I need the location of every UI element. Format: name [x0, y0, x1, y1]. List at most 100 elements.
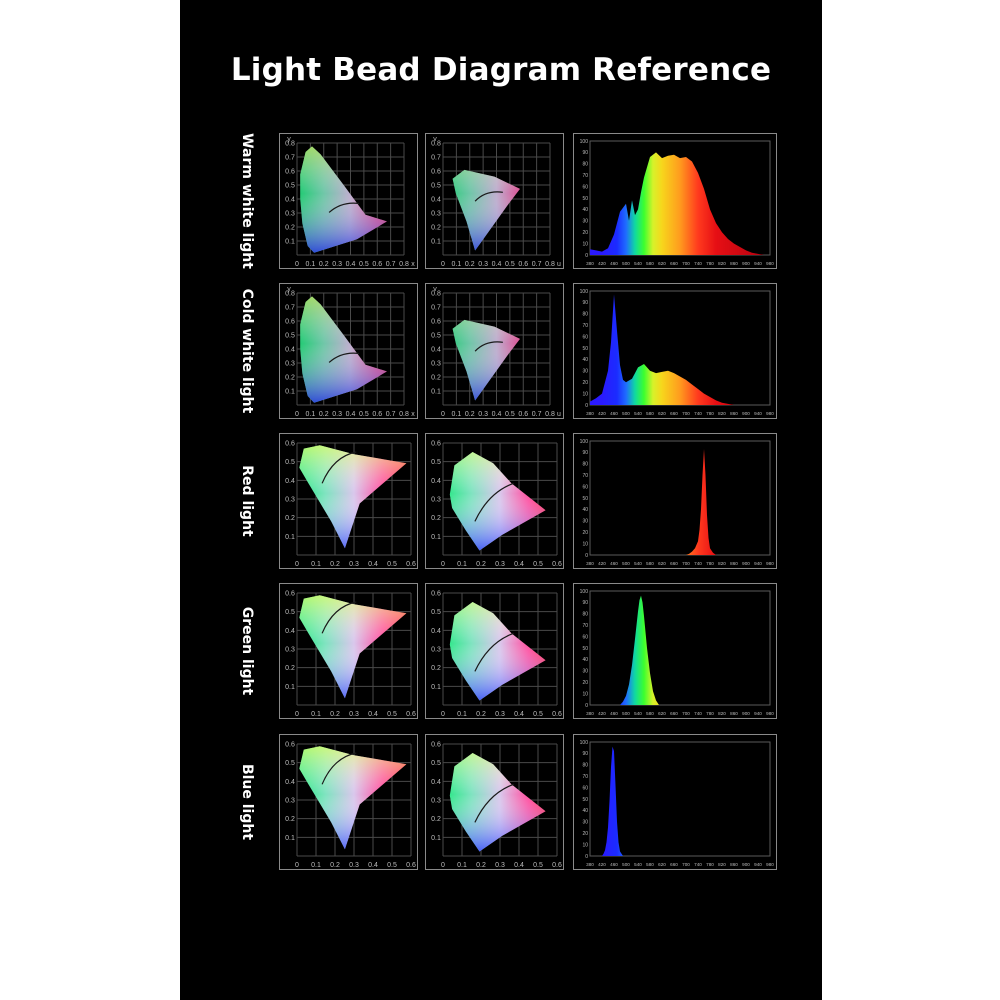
x-tick-label: 0.5 — [533, 561, 543, 568]
y-tick-label: 40 — [582, 207, 588, 213]
chromaticity-diagram-xy: 0 0.1 0.1 0.2 0.2 0.3 0.3 0.4 0.4 0.5 0.5 0.6 0.6 0.7… — [279, 133, 418, 269]
x-tick-label: 0.3 — [478, 261, 488, 268]
y-tick-label: 20 — [582, 680, 588, 686]
chromaticity-diagram-uv: 0 0.1 0.1 0.2 0.2 0.3 0.3 0.4 0.4 0.5 0.5 0.6 0.6 — [425, 583, 564, 719]
x-tick-label: 0 — [441, 261, 445, 268]
y-tick-label: 0.6 — [285, 441, 295, 448]
x-tick-label: 0.5 — [505, 411, 515, 418]
x-tick-label: 0 — [295, 411, 299, 418]
x-tick-label: 0.1 — [452, 411, 462, 418]
x-tick-label: 0.2 — [476, 561, 486, 568]
planckian-locus — [474, 341, 503, 352]
y-tick-label: 50 — [582, 646, 588, 652]
x-tick-label: 980 — [766, 711, 774, 716]
x-tick-label: 940 — [754, 261, 762, 266]
x-tick-label: 0 — [441, 561, 445, 568]
x-tick-label: 0.5 — [359, 261, 369, 268]
y-tick-label: 100 — [580, 139, 589, 145]
x-tick-label: 0.6 — [372, 411, 382, 418]
x-tick-label: 980 — [766, 561, 774, 566]
x-tick-label: 0.6 — [406, 711, 416, 718]
y-tick-label: 0 — [585, 703, 588, 709]
y-tick-label: 0 — [585, 553, 588, 559]
y-tick-label: 0.4 — [431, 347, 441, 354]
x-tick-label: 0.3 — [495, 711, 505, 718]
x-tick-label: 620 — [658, 261, 666, 266]
y-tick-label: 60 — [582, 184, 588, 190]
x-tick-label: 660 — [670, 862, 678, 867]
x-tick-label: 420 — [598, 411, 606, 416]
y-axis-name: y — [287, 136, 291, 143]
x-tick-label: 0.6 — [552, 711, 562, 718]
x-tick-label: 0.8 — [399, 411, 409, 418]
x-tick-label: 0 — [295, 261, 299, 268]
planckian-locus — [321, 752, 357, 785]
y-tick-label: 0.1 — [431, 534, 441, 541]
x-tick-label: 580 — [646, 711, 654, 716]
y-tick-label: 30 — [582, 669, 588, 675]
y-tick-label: 0.1 — [431, 389, 441, 396]
y-tick-label: 10 — [582, 541, 588, 547]
chromaticity-diagram-xy: 0 0.1 0.1 0.2 0.2 0.3 0.3 0.4 0.4 0.5 0.5 0.6 0.6 — [279, 583, 418, 719]
x-tick-label: 580 — [646, 411, 654, 416]
y-tick-label: 70 — [582, 173, 588, 179]
x-tick-label: 0.2 — [465, 261, 475, 268]
x-tick-label: 820 — [718, 261, 726, 266]
x-tick-label: 740 — [694, 862, 702, 867]
y-tick-label: 50 — [582, 797, 588, 803]
x-tick-label: 900 — [742, 261, 750, 266]
y-tick-label: 0.5 — [285, 459, 295, 466]
y-tick-label: 0.1 — [285, 534, 295, 541]
x-tick-label: 0.6 — [518, 261, 528, 268]
y-axis-name: y — [287, 286, 291, 293]
x-tick-label: 860 — [730, 711, 738, 716]
x-tick-label: 580 — [646, 561, 654, 566]
y-tick-label: 0.5 — [431, 183, 441, 190]
spectrum-area — [620, 595, 659, 705]
x-tick-label: 780 — [706, 561, 714, 566]
x-tick-label: 0.5 — [387, 711, 397, 718]
x-tick-label: 0.6 — [552, 862, 562, 869]
y-tick-label: 0.2 — [285, 375, 295, 382]
x-tick-label: 540 — [634, 711, 642, 716]
y-tick-label: 0.6 — [431, 591, 441, 598]
x-tick-label: 0.5 — [387, 561, 397, 568]
x-tick-label: 980 — [766, 862, 774, 867]
y-tick-label: 10 — [582, 691, 588, 697]
x-tick-label: 0.8 — [399, 261, 409, 268]
x-tick-label: 0.4 — [368, 711, 378, 718]
x-tick-label: 0.4 — [492, 411, 502, 418]
y-tick-label: 0.6 — [431, 319, 441, 326]
x-tick-label: 0 — [295, 711, 299, 718]
x-axis-name: u — [557, 411, 561, 418]
y-tick-label: 40 — [582, 357, 588, 363]
y-tick-label: 0.4 — [431, 197, 441, 204]
x-tick-label: 0.7 — [386, 411, 396, 418]
y-tick-label: 0.3 — [285, 647, 295, 654]
x-tick-label: 940 — [754, 862, 762, 867]
y-tick-label: 30 — [582, 519, 588, 525]
x-tick-label: 0.3 — [332, 411, 342, 418]
y-tick-label: 0 — [585, 854, 588, 860]
y-tick-label: 0.3 — [285, 361, 295, 368]
y-tick-label: 0.3 — [431, 647, 441, 654]
x-tick-label: 0.8 — [545, 411, 555, 418]
x-tick-label: 740 — [694, 561, 702, 566]
y-tick-label: 0.4 — [431, 478, 441, 485]
y-tick-label: 30 — [582, 369, 588, 375]
y-tick-label: 100 — [580, 289, 589, 295]
planckian-locus — [474, 632, 514, 672]
x-tick-label: 0.2 — [330, 711, 340, 718]
spectrum-chart: 380 420 460 500 540 580 620 660 700 740 780 820 860 9… — [573, 133, 777, 269]
x-tick-label: 420 — [598, 711, 606, 716]
x-tick-label: 820 — [718, 411, 726, 416]
x-tick-label: 0.1 — [311, 862, 321, 869]
y-tick-label: 80 — [582, 763, 588, 769]
y-tick-label: 0.2 — [285, 665, 295, 672]
y-tick-label: 20 — [582, 380, 588, 386]
y-tick-label: 40 — [582, 507, 588, 513]
y-tick-label: 0.7 — [285, 155, 295, 162]
x-tick-label: 860 — [730, 261, 738, 266]
y-tick-label: 70 — [582, 623, 588, 629]
y-tick-label: 0.1 — [285, 239, 295, 246]
